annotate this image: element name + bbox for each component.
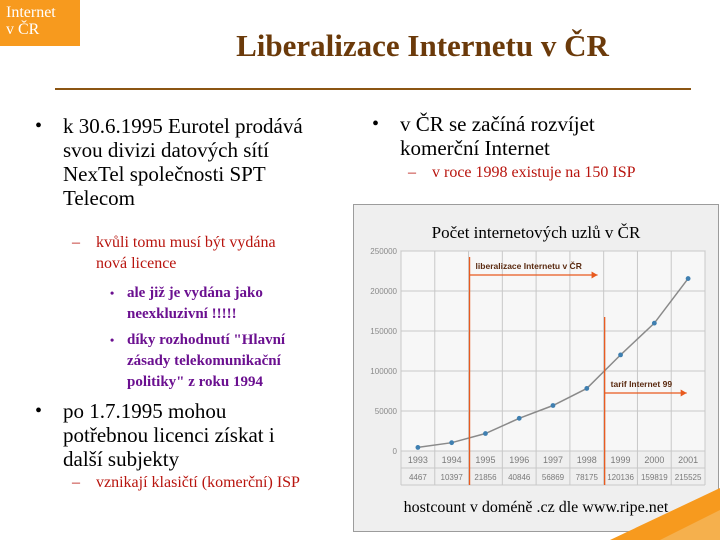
annotation-arrowhead (591, 271, 598, 279)
bullet-marker: • (110, 286, 115, 300)
left-bullet-2: • po 1.7.1995 mohou potřebnou licenci zí… (35, 399, 275, 471)
text-line: v ČR se začíná rozvíjet (400, 112, 595, 136)
x-tick-label: 1993 (408, 455, 428, 465)
text-line: neexkluzivní !!!!! (127, 306, 237, 322)
y-tick-label: 200000 (370, 287, 397, 296)
value-label: 40846 (508, 473, 531, 482)
text-line: po 1.7.1995 mohou (63, 399, 227, 423)
data-point (685, 276, 691, 281)
text-line: k 30.6.1995 Eurotel prodává (63, 114, 303, 138)
chart-caption: hostcount v doméně .cz dle www.ripe.net (403, 499, 669, 516)
text-line: politiky" z roku 1994 (127, 374, 263, 390)
x-tick-label: 1999 (611, 455, 631, 465)
x-tick-label: 2000 (644, 455, 664, 465)
x-tick-label: 1996 (509, 455, 529, 465)
text-line: ale již je vydána jako (127, 285, 263, 301)
left-subsub-2: • díky rozhodnutí "Hlavní zásady telekom… (110, 330, 286, 393)
y-tick-label: 150000 (370, 327, 397, 336)
x-tick-label: 1998 (577, 455, 597, 465)
title-divider (55, 88, 691, 90)
x-tick-label: 1994 (442, 455, 462, 465)
y-tick-label: 250000 (370, 247, 397, 256)
value-label: 215525 (675, 473, 702, 482)
text-line: NexTel společnosti SPT (63, 162, 266, 186)
left-subsub-1: • ale již je vydána jako neexkluzivní !!… (110, 283, 263, 325)
text-line: další subjekty (63, 447, 180, 471)
chart-panel: Počet internetových uzlů v ČR 0 50000 1000… (353, 204, 719, 532)
value-label: 78175 (576, 473, 599, 482)
bullet-marker: • (110, 333, 115, 347)
data-point (415, 445, 421, 450)
x-tick-label: 1995 (475, 455, 495, 465)
bullet-marker: • (35, 115, 43, 137)
value-label: 159819 (641, 473, 668, 482)
corner-decoration (610, 488, 720, 540)
y-tick-label: 50000 (375, 407, 398, 416)
value-label: 120136 (607, 473, 634, 482)
dash-marker: – (72, 474, 80, 491)
data-point (516, 415, 522, 421)
hostcount-chart: 0 50000 100000 150000 200000 250000 1993 4467 19… (370, 247, 706, 486)
y-tick-label: 100000 (370, 367, 397, 376)
value-label: 10397 (441, 473, 464, 482)
text-line: kvůli tomu musí být vydána (96, 234, 276, 251)
x-tick-label: 2001 (678, 455, 698, 465)
slide-title: Liberalizace Internetu v ČR (236, 28, 609, 63)
dash-marker: – (408, 164, 416, 181)
left-subbullet-2: – vznikají klasičtí (komerční) ISP (72, 472, 300, 493)
value-label: 4467 (409, 473, 427, 482)
text-line: vznikají klasičtí (komerční) ISP (96, 474, 300, 491)
annotation-label: liberalizace Internetu v ČR (476, 260, 582, 271)
text-line: zásady telekomunikační (127, 353, 281, 369)
corner-tag: Internet v ČR (0, 0, 80, 46)
text-line: nová licence (96, 255, 177, 272)
plot-area (400, 250, 706, 452)
data-point (483, 431, 488, 436)
x-tick-label: 1997 (543, 455, 563, 465)
left-bullet-1: • k 30.6.1995 Eurotel prodává svou diviz… (35, 114, 303, 210)
corner-tag-line2: v ČR (6, 21, 40, 38)
bullet-marker: • (372, 113, 380, 135)
corner-tag-line1: Internet (6, 4, 56, 21)
left-subbullet-1: – kvůli tomu musí být vydána nová licenc… (72, 232, 276, 274)
text-line: díky rozhodnutí "Hlavní (127, 332, 286, 348)
data-point (618, 352, 623, 358)
chart-title: Počet internetových uzlů v ČR (431, 223, 641, 242)
right-subbullet-1: – v roce 1998 existuje na 150 ISP (408, 162, 636, 183)
data-point (651, 320, 657, 326)
text-line: Telecom (63, 186, 135, 210)
value-label: 21856 (474, 473, 497, 482)
annotation-label: tarif Internet 99 (611, 379, 673, 389)
bullet-marker: • (35, 400, 43, 422)
text-line: v roce 1998 existuje na 150 ISP (432, 164, 636, 181)
value-label: 56869 (542, 473, 565, 482)
right-bullet-1: • v ČR se začíná rozvíjet komerční Inter… (372, 112, 595, 160)
y-tick-label: 0 (393, 447, 398, 456)
text-line: potřebnou licenci získat i (63, 423, 275, 447)
data-point (584, 386, 590, 391)
data-point (550, 403, 556, 408)
text-line: komerční Internet (400, 136, 550, 160)
annotation-arrowhead (680, 389, 687, 397)
text-line: svou divizi datových sítí (63, 138, 269, 162)
data-point (449, 440, 455, 446)
dash-marker: – (72, 234, 80, 251)
